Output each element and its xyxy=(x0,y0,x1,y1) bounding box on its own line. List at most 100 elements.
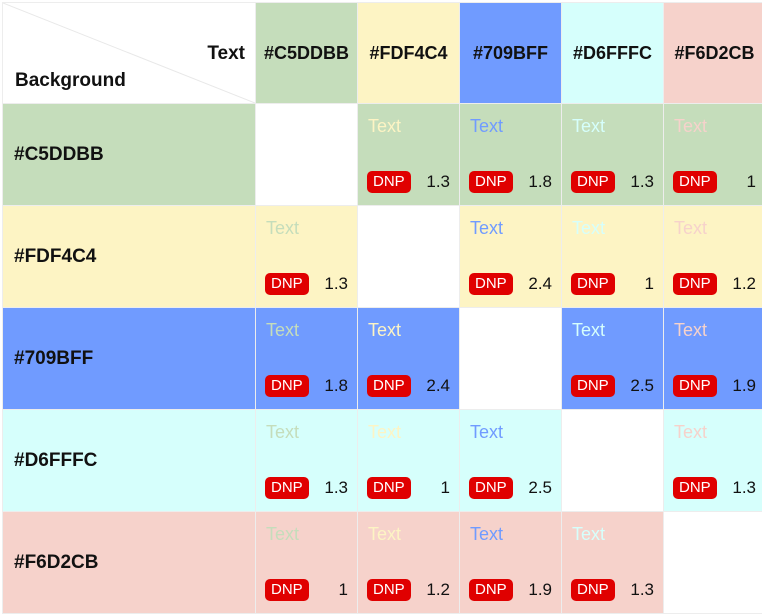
contrast-ratio: 1.8 xyxy=(528,172,552,191)
contrast-cell: Text DNP 1.3 xyxy=(256,410,357,511)
dnp-badge: DNP xyxy=(571,579,615,601)
text-axis-label: Text xyxy=(207,43,245,64)
sample-text: Text xyxy=(368,116,402,136)
dnp-badge: DNP xyxy=(571,171,615,193)
contrast-ratio: 1 xyxy=(746,172,756,191)
sample-text: Text xyxy=(368,422,402,442)
contrast-cell: Text DNP 1.2 xyxy=(664,206,762,307)
sample-text: Text xyxy=(674,320,708,340)
contrast-cell: Text DNP 2.5 xyxy=(562,308,663,409)
empty-diagonal-cell xyxy=(460,308,561,409)
sample-text: Text xyxy=(266,320,300,340)
dnp-badge: DNP xyxy=(265,477,309,499)
sample-text: Text xyxy=(572,524,606,544)
contrast-cell: Text DNP 1.3 xyxy=(256,206,357,307)
empty-diagonal-cell xyxy=(664,512,762,613)
sample-text: Text xyxy=(674,116,708,136)
contrast-ratio: 2.4 xyxy=(528,274,552,293)
contrast-cell: Text DNP 1 xyxy=(358,410,459,511)
column-header-text-color: #FDF4C4 xyxy=(358,3,459,103)
background-axis-label: Background xyxy=(15,70,126,91)
contrast-cell: Text DNP 1.3 xyxy=(562,104,663,205)
corner-header-cell: Text Background xyxy=(3,3,255,103)
contrast-ratio: 1.8 xyxy=(324,376,348,395)
contrast-cell: Text DNP 1.9 xyxy=(460,512,561,613)
dnp-badge: DNP xyxy=(367,477,411,499)
empty-diagonal-cell xyxy=(562,410,663,511)
dnp-badge: DNP xyxy=(673,375,717,397)
row-header-background-color: #C5DDBB xyxy=(3,104,255,205)
row-header-background-color: #FDF4C4 xyxy=(3,206,255,307)
dnp-badge: DNP xyxy=(469,171,513,193)
contrast-ratio: 1.3 xyxy=(426,172,450,191)
contrast-ratio: 1.9 xyxy=(528,580,552,599)
contrast-cell: Text DNP 1 xyxy=(664,104,762,205)
sample-text: Text xyxy=(470,422,504,442)
sample-text: Text xyxy=(368,320,402,340)
contrast-ratio: 1.3 xyxy=(630,172,654,191)
dnp-badge: DNP xyxy=(367,579,411,601)
contrast-ratio: 1.3 xyxy=(324,274,348,293)
column-header-text-color: #D6FFFC xyxy=(562,3,663,103)
contrast-ratio: 2.4 xyxy=(426,376,450,395)
contrast-ratio: 2.5 xyxy=(630,376,654,395)
row-header-background-color: #F6D2CB xyxy=(3,512,255,613)
dnp-badge: DNP xyxy=(469,579,513,601)
contrast-ratio: 1 xyxy=(440,478,450,497)
dnp-badge: DNP xyxy=(571,273,615,295)
dnp-badge: DNP xyxy=(673,477,717,499)
contrast-cell: Text DNP 2.4 xyxy=(460,206,561,307)
contrast-ratio: 1.9 xyxy=(732,376,756,395)
column-header-text-color: #C5DDBB xyxy=(256,3,357,103)
contrast-ratio: 2.5 xyxy=(528,478,552,497)
dnp-badge: DNP xyxy=(571,375,615,397)
column-header-text-color: #709BFF xyxy=(460,3,561,103)
contrast-cell: Text DNP 1.3 xyxy=(562,512,663,613)
contrast-ratio: 1.2 xyxy=(426,580,450,599)
sample-text: Text xyxy=(674,218,708,238)
dnp-badge: DNP xyxy=(265,375,309,397)
contrast-cell: Text DNP 1.2 xyxy=(358,512,459,613)
empty-diagonal-cell xyxy=(358,206,459,307)
contrast-cell: Text DNP 1.3 xyxy=(358,104,459,205)
sample-text: Text xyxy=(470,524,504,544)
sample-text: Text xyxy=(266,422,300,442)
dnp-badge: DNP xyxy=(265,273,309,295)
row-header-background-color: #D6FFFC xyxy=(3,410,255,511)
dnp-badge: DNP xyxy=(265,579,309,601)
contrast-cell: Text DNP 1 xyxy=(256,512,357,613)
contrast-cell: Text DNP 1 xyxy=(562,206,663,307)
contrast-ratio: 1.3 xyxy=(630,580,654,599)
contrast-ratio: 1.3 xyxy=(324,478,348,497)
dnp-badge: DNP xyxy=(673,171,717,193)
dnp-badge: DNP xyxy=(673,273,717,295)
contrast-cell: Text DNP 1.3 xyxy=(664,410,762,511)
sample-text: Text xyxy=(368,524,402,544)
dnp-badge: DNP xyxy=(367,171,411,193)
contrast-ratio: 1.2 xyxy=(732,274,756,293)
dnp-badge: DNP xyxy=(367,375,411,397)
sample-text: Text xyxy=(572,116,606,136)
contrast-cell: Text DNP 2.5 xyxy=(460,410,561,511)
contrast-ratio: 1.3 xyxy=(732,478,756,497)
sample-text: Text xyxy=(572,320,606,340)
column-header-text-color: #F6D2CB xyxy=(664,3,762,103)
contrast-cell: Text DNP 2.4 xyxy=(358,308,459,409)
row-header-background-color: #709BFF xyxy=(3,308,255,409)
sample-text: Text xyxy=(674,422,708,442)
sample-text: Text xyxy=(572,218,606,238)
sample-text: Text xyxy=(470,218,504,238)
diagonal-divider xyxy=(3,3,255,103)
dnp-badge: DNP xyxy=(469,477,513,499)
dnp-badge: DNP xyxy=(469,273,513,295)
contrast-cell: Text DNP 1.8 xyxy=(256,308,357,409)
sample-text: Text xyxy=(266,218,300,238)
contrast-ratio: 1 xyxy=(644,274,654,293)
contrast-ratio: 1 xyxy=(338,580,348,599)
sample-text: Text xyxy=(266,524,300,544)
sample-text: Text xyxy=(470,116,504,136)
contrast-cell: Text DNP 1.9 xyxy=(664,308,762,409)
empty-diagonal-cell xyxy=(256,104,357,205)
contrast-cell: Text DNP 1.8 xyxy=(460,104,561,205)
